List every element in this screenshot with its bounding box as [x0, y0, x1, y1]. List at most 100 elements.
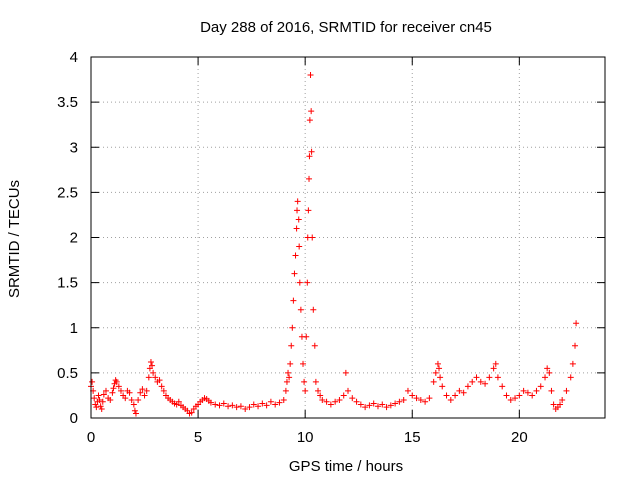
data-point [499, 383, 506, 390]
data-point [132, 410, 139, 417]
data-point [285, 369, 292, 376]
data-point [520, 387, 527, 394]
data-point [89, 378, 96, 385]
y-tick-label: 3.5 [57, 94, 78, 111]
data-point [310, 306, 317, 313]
x-tick-label: 0 [87, 429, 95, 446]
data-point [303, 333, 310, 340]
data-point [220, 400, 227, 407]
data-point [432, 369, 439, 376]
data-point [282, 387, 289, 394]
x-axis-label: GPS time / hours [289, 458, 403, 475]
chart-title: Day 288 of 2016, SRMTID for receiver cn4… [200, 19, 492, 36]
y-tick-label: 2.5 [57, 184, 78, 201]
data-point [327, 401, 334, 408]
data-point [128, 396, 135, 403]
data-point [477, 378, 484, 385]
x-tick-label: 15 [404, 429, 421, 446]
data-point [544, 365, 551, 372]
y-tick-label: 0.5 [57, 365, 78, 382]
data-point [160, 387, 167, 394]
data-point [516, 392, 523, 399]
data-point [126, 389, 133, 396]
data-point [494, 374, 501, 381]
data-point [293, 225, 300, 232]
data-point [404, 387, 411, 394]
data-point [97, 403, 104, 410]
data-point [302, 387, 309, 394]
data-point [437, 374, 444, 381]
data-point [422, 398, 429, 405]
data-point [464, 383, 471, 390]
data-point [216, 402, 223, 409]
data-point [400, 396, 407, 403]
data-point [109, 389, 116, 396]
axis-ticks: 0 0.5 1 1.5 2 2.5 3 3.5 4 0 5 10 15 20 [57, 49, 605, 446]
x-tick-label: 5 [194, 429, 202, 446]
data-point [557, 401, 564, 408]
data-point [295, 216, 302, 223]
data-point [452, 392, 459, 399]
data-point [122, 395, 129, 402]
data-point [317, 392, 324, 399]
data-point [311, 342, 318, 349]
data-point [107, 396, 114, 403]
data-point [567, 374, 574, 381]
data-point [460, 389, 467, 396]
data-point [436, 365, 443, 372]
data-point [426, 395, 433, 402]
data-point [417, 396, 424, 403]
data-point [93, 404, 100, 411]
data-point [283, 378, 290, 385]
data-point [387, 402, 394, 409]
data-point [542, 374, 549, 381]
data-point [305, 207, 312, 214]
data-point [100, 391, 107, 398]
data-point [312, 378, 319, 385]
data-point [297, 306, 304, 313]
data-point [291, 270, 298, 277]
data-point [96, 396, 103, 403]
data-point [473, 374, 480, 381]
data-point [559, 396, 566, 403]
data-point [207, 399, 214, 406]
data-point [300, 360, 307, 367]
data-point [434, 360, 441, 367]
data-point [99, 398, 106, 405]
data-point [290, 297, 297, 304]
data-point [225, 403, 232, 410]
data-point [150, 369, 157, 376]
data-point [563, 387, 570, 394]
data-point [362, 404, 369, 411]
data-point [296, 243, 303, 250]
data-point [548, 387, 555, 394]
data-point [309, 234, 316, 241]
grid [91, 57, 605, 418]
data-point [353, 398, 360, 405]
data-point [308, 108, 315, 115]
data-point [524, 389, 531, 396]
data-point [392, 400, 399, 407]
data-point [492, 360, 499, 367]
data-point [110, 385, 117, 392]
data-point [332, 398, 339, 405]
data-point [145, 374, 152, 381]
data-point [383, 404, 390, 411]
data-point [175, 398, 182, 405]
data-point [503, 392, 510, 399]
data-point [308, 148, 315, 155]
data-point [396, 398, 403, 405]
data-point [512, 395, 519, 402]
data-point [139, 386, 146, 393]
data-point [287, 360, 294, 367]
data-point [439, 383, 446, 390]
data-point [156, 377, 163, 384]
data-point [537, 383, 544, 390]
data-point [115, 383, 122, 390]
data-point [280, 396, 287, 403]
data-point [490, 365, 497, 372]
data-point [306, 117, 313, 124]
data-point [263, 402, 270, 409]
data-point [315, 387, 322, 394]
points [88, 72, 580, 417]
